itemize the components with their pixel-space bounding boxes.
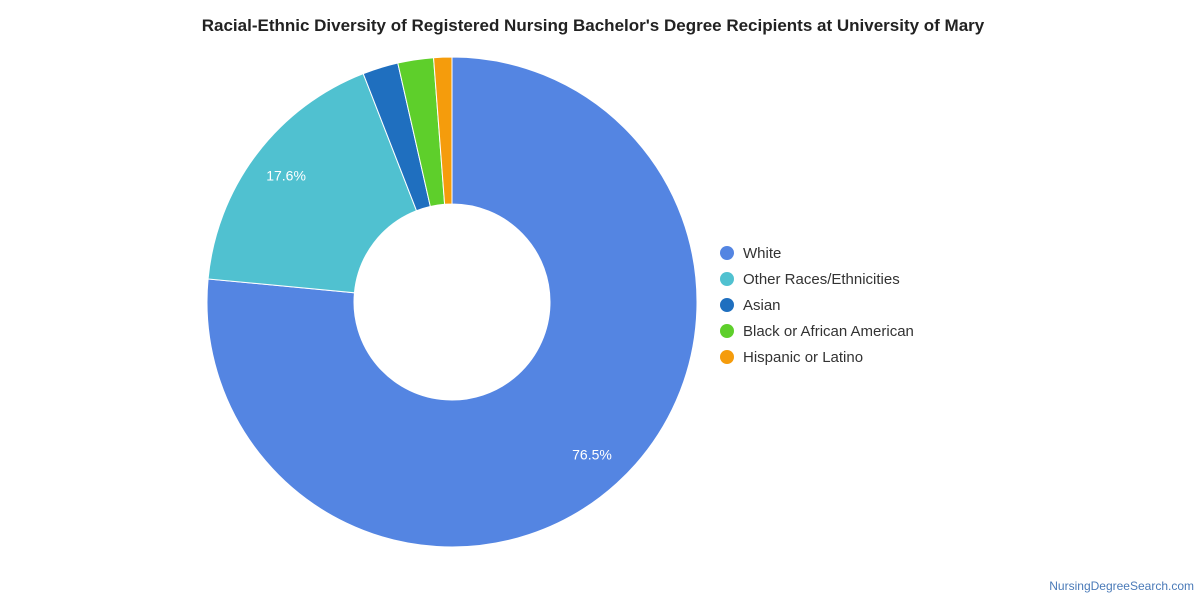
legend-label: White [743,244,782,262]
legend-item-other-races-ethnicities[interactable]: Other Races/Ethnicities [720,266,914,292]
legend-swatch-icon [720,324,734,338]
legend-swatch-icon [720,350,734,364]
legend-item-hispanic-or-latino[interactable]: Hispanic or Latino [720,344,914,370]
legend-swatch-icon [720,272,734,286]
legend-label: Black or African American [743,322,914,340]
legend-item-black-or-african-american[interactable]: Black or African American [720,318,914,344]
slice-other-races-ethnicities[interactable] [207,72,418,294]
legend-item-asian[interactable]: Asian [720,292,914,318]
data-label-white: 76.5% [572,447,612,463]
legend-swatch-icon [720,246,734,260]
legend-label: Hispanic or Latino [743,348,864,366]
legend-label: Asian [743,296,781,314]
chart-title: Racial-Ethnic Diversity of Registered Nu… [201,16,985,35]
slice-white[interactable] [206,56,698,548]
slice-hispanic-or-latino[interactable] [433,56,453,205]
chart-legend: White Other Races/Ethnicities Asian Black o… [720,240,914,370]
source-credit[interactable]: NursingDegreeSearch.com [1049,579,1194,593]
legend-label: Other Races/Ethnicities [743,270,900,288]
legend-swatch-icon [720,298,734,312]
legend-item-white[interactable]: White [720,240,914,266]
data-label-other-races-ethnicities: 17.6% [266,167,306,183]
